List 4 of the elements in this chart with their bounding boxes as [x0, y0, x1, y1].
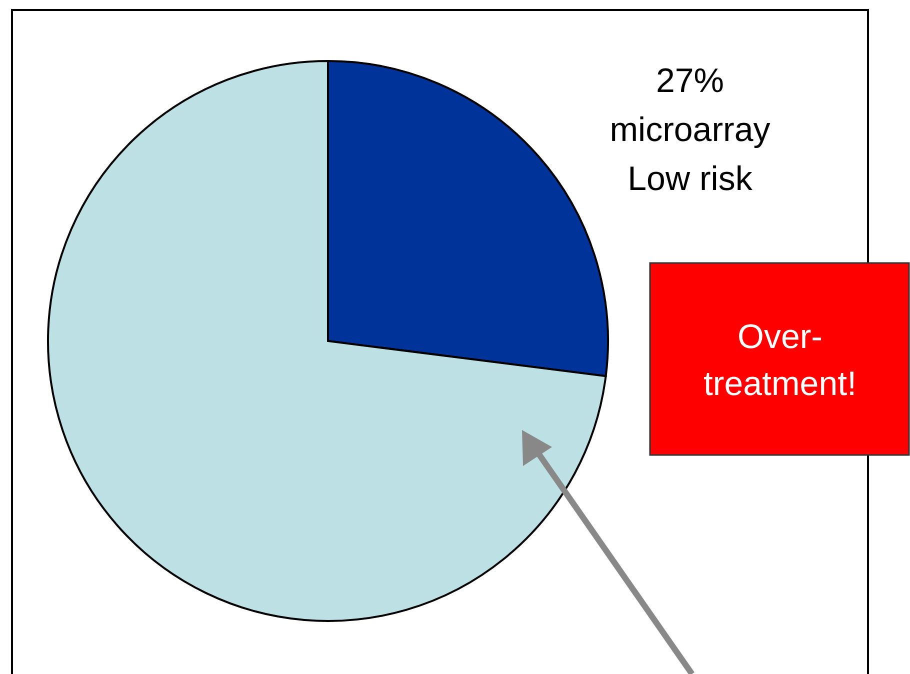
- pie-slice: [47, 60, 607, 622]
- slice-label: microarray Low risk: [610, 111, 770, 198]
- text: Over-treatment!: [703, 318, 857, 403]
- data-label: 27%: [656, 62, 724, 100]
